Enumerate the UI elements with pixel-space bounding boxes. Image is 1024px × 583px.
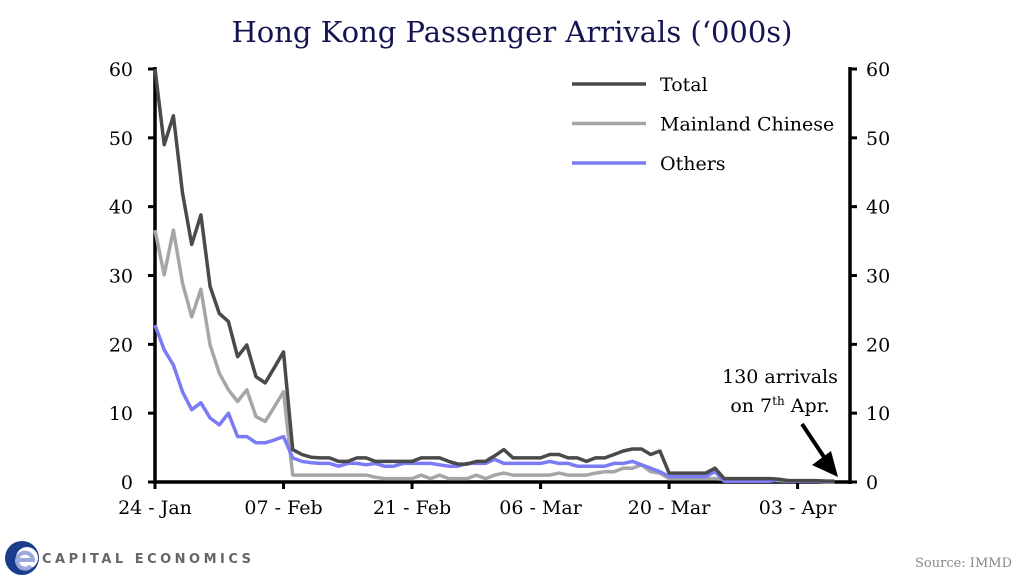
legend-label: Others xyxy=(660,153,726,175)
y-tick-label-right: 20 xyxy=(866,334,890,356)
x-tick-label: 24 - Jan xyxy=(118,497,192,519)
y-tick-label-right: 10 xyxy=(866,403,890,425)
capital-economics-logo: CAPITAL ECONOMICS xyxy=(5,541,255,575)
annotation-arrow-head xyxy=(812,451,838,477)
x-tick-label: 07 - Feb xyxy=(244,497,322,519)
legend-label: Total xyxy=(660,74,708,96)
y-tick-label-left: 20 xyxy=(109,334,133,356)
x-tick-label: 06 - Mar xyxy=(499,497,582,519)
y-tick-label-right: 60 xyxy=(866,59,890,81)
y-tick-label-right: 40 xyxy=(866,197,890,219)
series-line-others xyxy=(153,324,835,484)
annotation-line1: 130 arrivals xyxy=(722,366,838,388)
x-tick-label: 21 - Feb xyxy=(373,497,451,519)
y-tick-label-right: 50 xyxy=(866,128,890,150)
y-tick-label-left: 40 xyxy=(109,197,133,219)
annotation-arrow-shaft xyxy=(800,422,828,462)
y-tick-label-right: 30 xyxy=(866,266,890,288)
source-note: Source: IMMD xyxy=(915,556,1012,571)
y-tick-label-left: 10 xyxy=(109,403,133,425)
annotation-line2: on 7th Apr. xyxy=(730,394,829,417)
logo-e xyxy=(15,550,36,571)
y-tick-label-left: 50 xyxy=(109,128,133,150)
legend-label: Mainland Chinese xyxy=(660,114,834,136)
x-tick-label: 20 - Mar xyxy=(628,497,711,519)
series-line-total xyxy=(153,68,835,483)
logo-text: CAPITAL ECONOMICS xyxy=(42,552,255,567)
y-tick-label-right: 0 xyxy=(866,472,878,494)
annotation: 130 arrivals on 7th Apr. xyxy=(722,366,838,477)
y-tick-label-left: 0 xyxy=(121,472,133,494)
y-tick-label-left: 30 xyxy=(109,266,133,288)
x-tick-label: 03 - Apr xyxy=(759,497,838,519)
chart-title: Hong Kong Passenger Arrivals (‘000s) xyxy=(232,15,793,49)
y-tick-label-left: 60 xyxy=(109,59,133,81)
